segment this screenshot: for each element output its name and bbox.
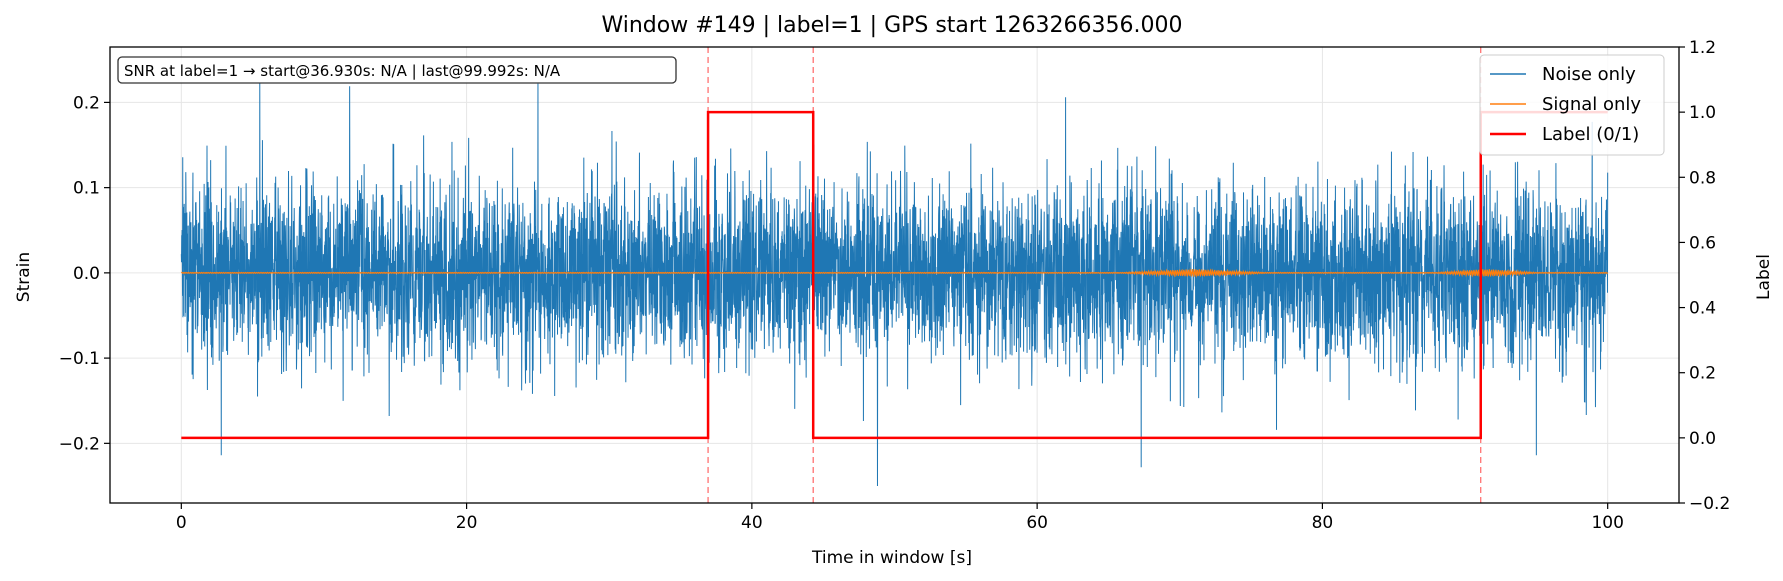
y-right-tick-label-7: 1.2 bbox=[1689, 38, 1716, 58]
legend-label-signal: Signal only bbox=[1542, 94, 1641, 115]
y-right-tick-label-2: 0.2 bbox=[1689, 364, 1716, 384]
x-axis-label: Time in window [s] bbox=[811, 548, 972, 568]
series-label-step bbox=[181, 110, 1608, 440]
chart-title: Window #149 | label=1 | GPS start 126326… bbox=[601, 13, 1182, 38]
y-right-tick-label-6: 1.0 bbox=[1689, 103, 1716, 123]
annotation-box: SNR at label=1 → start@36.930s: N/A | la… bbox=[117, 56, 677, 84]
y-tick-label-0: −0.2 bbox=[59, 434, 100, 454]
y-right-tick-label-0: −0.2 bbox=[1689, 494, 1730, 514]
x-tick-label-4: 80 bbox=[1312, 513, 1334, 533]
y-tick-label-2: 0.0 bbox=[73, 264, 100, 284]
y-right-tick-label-4: 0.6 bbox=[1689, 233, 1716, 253]
y-tick-label-1: −0.1 bbox=[59, 349, 100, 369]
y-tick-label-4: 0.2 bbox=[73, 93, 100, 113]
series-layer bbox=[180, 47, 1609, 503]
y-axis-label: Strain bbox=[14, 252, 34, 302]
x-tick-label-5: 100 bbox=[1591, 513, 1623, 533]
plot-frame bbox=[109, 46, 1680, 504]
x-tick-label-1: 20 bbox=[456, 513, 478, 533]
series-signal-line bbox=[180, 268, 1609, 278]
y-right-tick-label-3: 0.4 bbox=[1689, 299, 1716, 319]
y-right-tick-label-5: 0.8 bbox=[1689, 168, 1716, 188]
y-tick-label-3: 0.1 bbox=[73, 179, 100, 199]
series-noise-line bbox=[180, 82, 1609, 486]
legend: Noise only Signal only Label (0/1) bbox=[1479, 54, 1665, 156]
legend-label-noise: Noise only bbox=[1542, 64, 1636, 85]
annotation-text: SNR at label=1 → start@36.930s: N/A | la… bbox=[124, 62, 561, 80]
y-axis-label-right: Label bbox=[1754, 254, 1774, 300]
x-tick-label-0: 0 bbox=[176, 513, 187, 533]
y-right-tick-label-1: 0.0 bbox=[1689, 429, 1716, 449]
x-tick-label-2: 40 bbox=[741, 513, 763, 533]
legend-label-label: Label (0/1) bbox=[1542, 124, 1639, 145]
axes-layer: 0 20 40 60 80 100 −0.2 −0.1 0.0 0.1 0.2 −0.2 0.0 0.2 0… bbox=[59, 38, 1731, 533]
x-tick-label-3: 60 bbox=[1026, 513, 1048, 533]
